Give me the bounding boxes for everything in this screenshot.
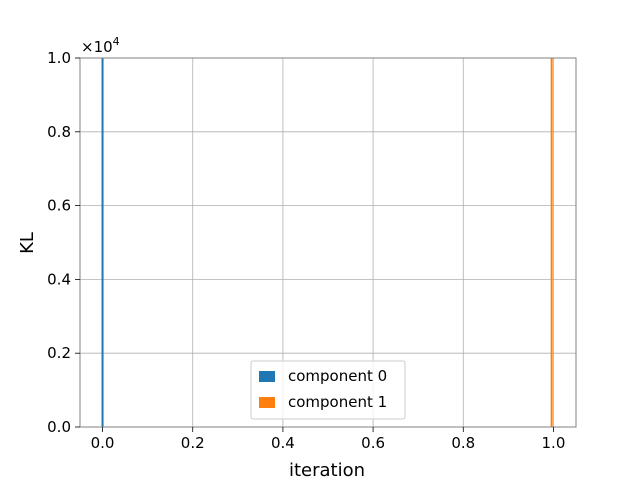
y-tick-label: 0.8 [47,123,71,141]
x-tick-label: 0.0 [91,434,115,452]
y-offset-text: ×104 [81,35,120,56]
x-tick-label: 0.8 [451,434,475,452]
y-ticks: 0.0 0.2 0.4 0.6 0.8 1.0 [47,49,80,436]
y-tick-label: 1.0 [47,49,71,67]
y-axis-label: KL [17,232,38,254]
plot-frame [79,57,577,428]
y-tick-label: 0.4 [47,270,71,288]
bar [101,58,104,427]
y-offset-exponent: 4 [113,35,120,48]
y-tick-label: 0.0 [47,418,71,436]
x-ticks: 0.0 0.2 0.4 0.6 0.8 1.0 [91,427,566,452]
legend-swatch [259,397,275,408]
bar [550,58,553,427]
y-offset-base: ×10 [81,38,113,56]
legend: component 0 component 1 [250,360,406,420]
legend-box [250,360,406,420]
bars [101,58,553,427]
legend-entry-label: component 1 [288,393,387,411]
legend-swatch [259,371,275,382]
x-axis-label: iteration [289,460,365,480]
y-tick-label: 0.6 [47,197,71,215]
x-tick-label: 0.6 [361,434,385,452]
x-tick-label: 0.2 [181,434,205,452]
x-tick-label: 1.0 [542,434,566,452]
x-tick-label: 0.4 [271,434,295,452]
legend-entry-label: component 0 [288,367,387,385]
y-tick-label: 0.2 [47,344,71,362]
